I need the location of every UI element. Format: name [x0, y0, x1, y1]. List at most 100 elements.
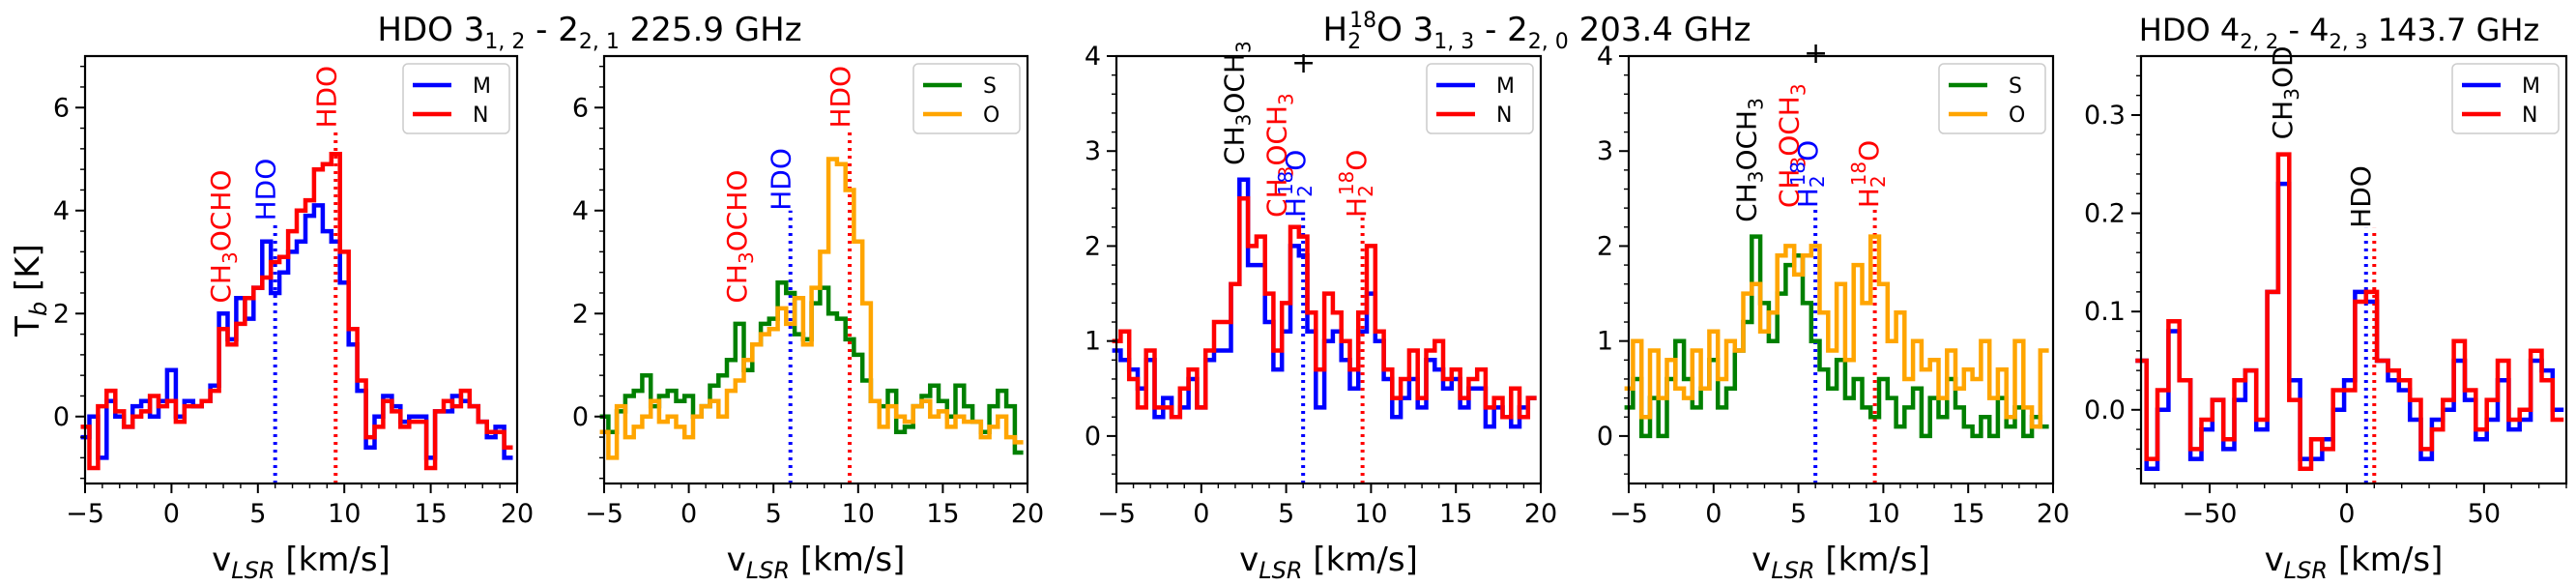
annotation-part: H	[1280, 197, 1312, 218]
x-tick-label: 5	[1278, 499, 1294, 529]
x-tick-label: −5	[1097, 499, 1136, 529]
x-tick-label: −5	[66, 499, 104, 529]
y-axis-label-sub: b	[25, 302, 52, 316]
y-tick-label: 2	[1597, 231, 1613, 261]
annotation-label-0: CH3OCH3	[1731, 98, 1768, 222]
annotation-part: O	[1341, 150, 1373, 171]
x-tick-label: 5	[1790, 499, 1807, 529]
title-hdo-143: HDO 42, 2 - 42, 3 143.7 GHz	[2139, 12, 2539, 53]
x-tick-label: 10	[328, 499, 361, 529]
annotation-label-1: HDO	[766, 148, 797, 211]
annotation-part: 3	[2280, 88, 2303, 101]
x-tick-label: 15	[414, 499, 447, 529]
annotation-part: OCH	[1219, 53, 1251, 114]
title-hdo-143-mid: - 4	[2278, 12, 2329, 48]
y-tick-label: 4	[1085, 42, 1101, 72]
annotation-part: H	[1853, 188, 1885, 208]
y-tick-label: 0.1	[2084, 297, 2126, 327]
annotation-label-2: H218O	[1786, 140, 1829, 208]
legend-label-N: N	[473, 103, 488, 128]
title-h218o-sub1: 1, 3	[1433, 30, 1474, 54]
panel-hdo225-so: −5 0 5 10 15 20 0 2 4 6 CH3OCHO HDO HDO SO	[572, 54, 1044, 529]
annotation-part: 18	[1786, 161, 1809, 186]
annotation-label-1: CH3OCH3	[1774, 83, 1810, 208]
annotation-part: 3	[1275, 166, 1298, 179]
annotation-part: 3	[218, 251, 242, 264]
y-tick-label: 2	[53, 299, 70, 329]
annotation-label-0: CH3OCH3	[1219, 41, 1256, 165]
x-tick-label: 20	[1524, 499, 1557, 529]
annotation-part: OCH	[1261, 105, 1293, 166]
legend-label-M: M	[473, 74, 491, 99]
annotation-label-0: CH3OCHO	[721, 170, 758, 304]
panel-h218o-so: −5 0 5 10 15 2001234CH3OCH3CH3OCH3+H218OH218O…	[1597, 37, 2069, 529]
annotation-part: HDO	[310, 66, 342, 129]
legend-label-O: O	[2009, 103, 2025, 128]
title-hdo-225-sub2: 2, 1	[579, 30, 620, 54]
y-tick-label: 4	[1597, 42, 1613, 72]
y-tick-label: 0.3	[2084, 101, 2126, 131]
annotation-label-2: H218O	[1274, 150, 1317, 218]
y-tick-label: 0	[53, 402, 70, 432]
annotation-part: HDO	[2345, 165, 2377, 228]
legend-box	[1426, 63, 1534, 134]
title-h218o-mid: - 2	[1474, 11, 1528, 49]
annotation-part: H	[1792, 188, 1824, 208]
title-hdo-225-pre: HDO 3	[377, 11, 484, 49]
annotation-part: HDO	[825, 66, 856, 129]
x-axis-label-sub: LSR	[231, 557, 275, 584]
annotation-part: 2	[1293, 185, 1317, 197]
y-tick-label: 6	[53, 93, 70, 123]
x-axis-label: vLSR [km/s]	[2265, 541, 2444, 584]
annotation-part: 3	[1745, 98, 1768, 110]
x-axis-label-main: v	[2265, 541, 2284, 579]
x-axis-label: vLSR [km/s]	[1751, 541, 1930, 584]
title-hdo-143-post: 143.7 GHz	[2368, 12, 2540, 48]
x-tick-label: 20	[2037, 499, 2069, 529]
annotation-part: O	[1853, 140, 1885, 161]
annotation-label-1: HDO	[2345, 165, 2377, 228]
annotation-part: CH	[1261, 178, 1293, 218]
y-tick-label: 1	[1597, 327, 1613, 357]
y-tick-label: 2	[1085, 231, 1101, 261]
legend-label-O: O	[983, 103, 999, 128]
annotation-label-3: H218O	[1335, 150, 1377, 218]
series-N-line	[1112, 196, 1537, 420]
annotation-part: CH	[1219, 126, 1251, 165]
panel-hdo143-mn: −50 0 50 0.0 0.1 0.2 0.3 CH3OD HDO MN	[2084, 45, 2568, 529]
x-axis-label-unit: [km/s]	[275, 541, 391, 579]
x-tick-label: 0	[2338, 499, 2355, 529]
y-tick-label: 6	[572, 93, 589, 123]
title-h218o-sub2: 2, 0	[1528, 30, 1569, 54]
title-hdo-143-sub1: 2, 2	[2240, 30, 2278, 53]
y-tick-label: 0	[1597, 422, 1613, 452]
x-tick-label: −5	[1609, 499, 1648, 529]
y-tick-label: 0.0	[2084, 396, 2126, 425]
title-hdo-225-sub1: 1, 2	[484, 30, 525, 54]
x-tick-label: 5	[249, 499, 266, 529]
x-tick-label: 5	[766, 499, 782, 529]
legend-label-N: N	[1496, 103, 1512, 128]
x-tick-label: 0	[1193, 499, 1209, 529]
x-axis-label-unit: [km/s]	[2328, 541, 2443, 579]
series-S-line	[1624, 234, 2049, 439]
x-axis-label: vLSR [km/s]	[212, 541, 391, 584]
axes-frame	[1627, 54, 2055, 485]
x-axis-label-unit: [km/s]	[1303, 541, 1418, 579]
x-axis-label-main: v	[727, 541, 746, 579]
y-axis-label-main: T	[9, 316, 47, 337]
annotation-part: 3	[1275, 93, 1298, 105]
y-tick-label: 4	[572, 196, 589, 226]
annotation-part: CH	[721, 264, 753, 304]
annotation-part: CH	[2267, 101, 2299, 140]
axes-frame	[1114, 54, 1543, 485]
y-tick-label: 1	[1085, 327, 1101, 357]
x-tick-label: 20	[501, 499, 534, 529]
annotation-part: 2	[1354, 185, 1377, 197]
legend-label-M: M	[1496, 74, 1515, 99]
x-axis-label: vLSR [km/s]	[1239, 541, 1418, 584]
axes-frame	[602, 54, 1029, 485]
annotation-part: HDO	[766, 148, 797, 211]
